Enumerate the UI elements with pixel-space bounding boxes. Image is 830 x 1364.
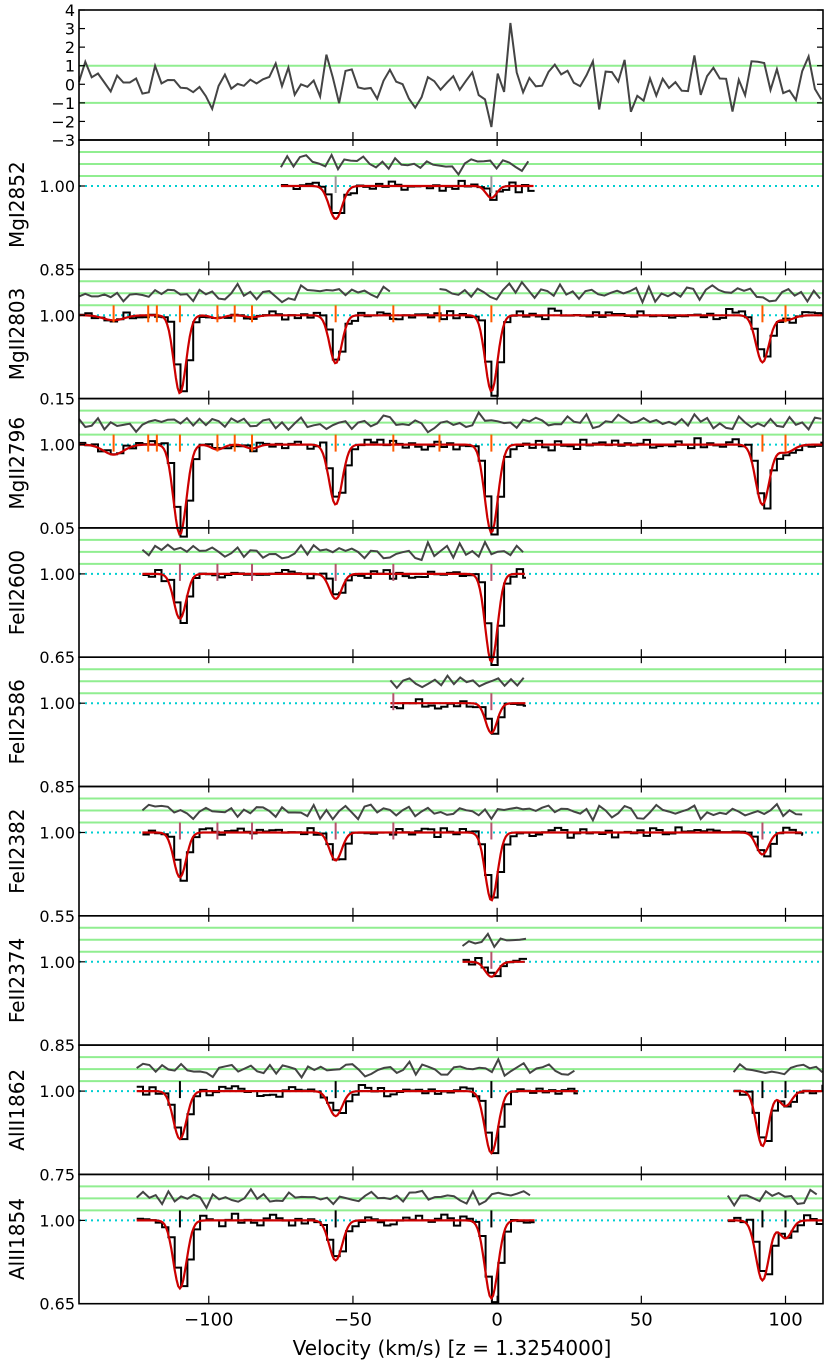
panel-MgI2852: 1.00 0.85 MgI2852: [5, 139, 824, 279]
panel-MgII2796: 1.00 0.05 MgII2796: [5, 397, 824, 538]
model-profile: [727, 1219, 823, 1283]
residual-y-tick-label: −1: [51, 94, 75, 113]
panel-residual-series: [389, 673, 525, 690]
flux-spectrum: [79, 437, 823, 538]
panel-label-MgII2796: MgII2796: [5, 417, 29, 510]
panel-label-FeII2600: FeII2600: [5, 550, 29, 635]
panel-label-AlII1854: AlII1854: [5, 1198, 29, 1280]
panel-residual-series: [461, 932, 527, 949]
panel-frame: [78, 139, 824, 271]
residual-y-tick-label: 2: [65, 38, 75, 57]
residual-y-tick-label: 3: [65, 20, 75, 39]
model-profile: [142, 831, 802, 902]
panel-label-FeII2382: FeII2382: [5, 808, 29, 893]
model-profile: [733, 1090, 822, 1148]
x-tick-label: 0: [491, 1310, 502, 1331]
y-tick-label-continuum: 1.00: [39, 1082, 75, 1101]
y-tick-label-min: 0.05: [39, 519, 75, 538]
residual-frame: [78, 9, 824, 141]
panel-residual-series: [280, 152, 530, 177]
panel-residual-series: [439, 280, 821, 305]
model-profile: [136, 1219, 535, 1301]
flux-spectrum: [136, 1212, 535, 1304]
panel-frame: [78, 1173, 824, 1305]
model-profile: [142, 572, 525, 664]
x-tick-label: −50: [334, 1310, 372, 1331]
residual-y-tick-label: 4: [65, 1, 75, 20]
panel-frame: [78, 914, 824, 1046]
panel-label-AlII1862: AlII1862: [5, 1069, 29, 1151]
panel-frame: [78, 1044, 824, 1176]
y-tick-label-min: 0.85: [39, 1036, 75, 1055]
panel-frame: [78, 656, 824, 788]
panel-residual-series: [141, 802, 803, 823]
panel-label-MgII2803: MgII2803: [5, 288, 29, 381]
y-tick-label-continuum: 1.00: [39, 953, 75, 972]
panel-MgII2803: 1.00 0.15 MgII2803: [5, 268, 824, 409]
y-tick-label-min: 0.85: [39, 260, 75, 279]
panel-residual-series: [78, 281, 391, 304]
x-tick-label: −100: [184, 1310, 233, 1331]
y-tick-label-min: 0.15: [39, 390, 75, 409]
model-profile: [280, 184, 534, 221]
panel-AlII1854: 1.00 0.65 AlII1854: [5, 1173, 824, 1314]
x-axis-label: Velocity (km/s) [z = 1.3254000]: [293, 1336, 612, 1360]
y-tick-label-continuum: 1.00: [39, 306, 75, 325]
y-tick-label-min: 0.65: [39, 648, 75, 667]
flux-spectrum: [727, 1214, 823, 1276]
x-tick-label: 50: [630, 1310, 653, 1331]
x-tick-label: 100: [768, 1310, 802, 1331]
y-tick-label-min: 0.65: [39, 1295, 75, 1314]
flux-spectrum: [136, 1084, 578, 1155]
residual-y-tick-label: −3: [51, 131, 75, 150]
model-profile: [136, 1090, 578, 1155]
panel-residual-series: [732, 1062, 824, 1076]
panel-FeII2600: 1.00 0.65 FeII2600: [5, 527, 824, 667]
model-profile: [78, 443, 823, 536]
residual-series: [78, 22, 823, 128]
model-profile: [79, 314, 823, 395]
panel-residual-series: [141, 539, 524, 562]
flux-spectrum: [79, 307, 823, 397]
flux-spectrum: [142, 568, 526, 666]
panel-residual-series: [726, 1188, 818, 1208]
panel-FeII2374: 1.00 0.85 FeII2374: [5, 914, 824, 1055]
y-tick-label-min: 0.85: [39, 778, 75, 797]
panel-residual-series: [136, 1056, 575, 1080]
panel-FeII2586: 1.00 0.85 FeII2586: [5, 656, 824, 797]
panel-residual-series: [136, 1187, 531, 1211]
model-profile: [390, 702, 526, 735]
panel-label-FeII2374: FeII2374: [5, 938, 29, 1023]
panel-frame: [78, 785, 824, 917]
flux-spectrum: [142, 826, 804, 899]
y-tick-label-continuum: 1.00: [39, 436, 75, 455]
y-tick-label-continuum: 1.00: [39, 824, 75, 843]
y-tick-label-min: 0.55: [39, 907, 75, 926]
panel-residual-series: [78, 410, 822, 434]
panel-label-MgI2852: MgI2852: [5, 161, 29, 248]
y-tick-label-continuum: 1.00: [39, 1211, 75, 1230]
residual-y-tick-label: 0: [65, 75, 75, 94]
flux-spectrum: [733, 1084, 824, 1142]
y-tick-label-continuum: 1.00: [39, 565, 75, 584]
residual-y-tick-label: −2: [51, 112, 75, 131]
model-profile: [462, 960, 525, 978]
y-tick-label-continuum: 1.00: [39, 694, 75, 713]
residual-y-tick-label: 1: [65, 57, 75, 76]
y-tick-label-continuum: 1.00: [39, 177, 75, 196]
panel-FeII2382: 1.00 0.55 FeII2382: [5, 785, 824, 926]
y-tick-label-min: 0.75: [39, 1165, 75, 1184]
panel-AlII1862: 1.00 0.75 AlII1862: [5, 1044, 824, 1184]
flux-spectrum: [462, 957, 527, 978]
panel-label-FeII2586: FeII2586: [5, 679, 29, 764]
panels-layer: 43210−1−2−31.000.85MgI28521.000.15MgII28…: [5, 1, 824, 1331]
